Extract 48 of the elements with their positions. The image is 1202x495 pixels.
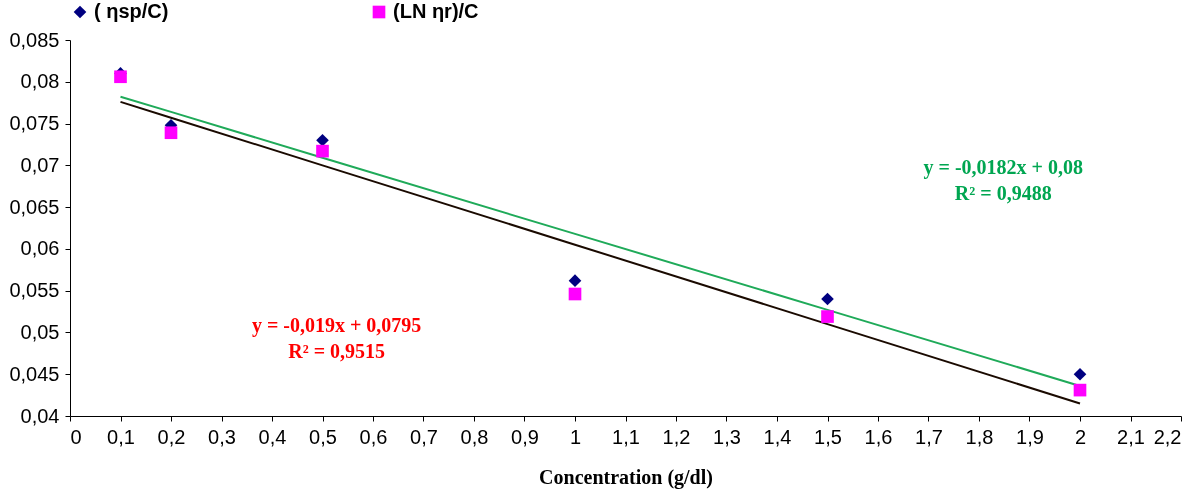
- x-tick-label: 0,7: [410, 425, 438, 448]
- x-axis-title: Concentration (g/dl): [539, 465, 713, 489]
- x-tick-label: 1,7: [915, 425, 943, 448]
- annotation: y = -0,0182x + 0,08 R² = 0,9488: [923, 155, 1083, 204]
- x-tick-label: 1,4: [763, 425, 792, 448]
- x-tick-label: 0,5: [309, 425, 337, 448]
- legend-label: (LN ηr)/C: [393, 0, 479, 22]
- y-tick-label: 0,065: [9, 195, 60, 218]
- x-tick-label: 2: [1074, 425, 1087, 448]
- y-tick-label: 0,06: [20, 237, 60, 260]
- x-tick-label: 1,8: [965, 425, 994, 448]
- y-tick-label: 0,04: [20, 404, 60, 427]
- legend-label: ( ηsp/C): [94, 0, 169, 22]
- point: [1073, 383, 1087, 397]
- annotation: y = -0,019x + 0,0795 R² = 0,9515: [251, 313, 422, 362]
- point: [568, 287, 582, 301]
- point: [114, 70, 127, 84]
- x-tick-label: 1,1: [612, 425, 640, 448]
- x-tick-label: 1,3: [713, 425, 741, 448]
- y-tick-label: 0,085: [9, 28, 60, 51]
- point: [821, 310, 834, 323]
- point: [1073, 367, 1087, 381]
- x-tick-label: 0,1: [107, 425, 135, 448]
- y-tick-label: 0,08: [20, 70, 60, 93]
- point: [821, 292, 834, 306]
- x-tick-label: 1,5: [814, 425, 842, 448]
- x-tick-label: 2,1: [1117, 425, 1145, 448]
- x-tick-label: 0,2: [157, 425, 186, 448]
- point: [316, 133, 329, 147]
- x-tick-label: 0,4: [258, 425, 287, 448]
- point: [316, 144, 329, 158]
- point: [568, 274, 582, 287]
- x-tick-label: 1,9: [1016, 425, 1044, 448]
- x-tick-label: 0,9: [511, 425, 539, 448]
- x-tick-label: 0,6: [359, 425, 388, 448]
- x-tick-label: 2,2: [1153, 425, 1182, 448]
- y-tick-label: 0,045: [9, 362, 60, 385]
- x-tick-label: 0,8: [460, 425, 489, 448]
- x-tick-label: 1,6: [864, 425, 893, 448]
- x-tick-label: 1: [569, 425, 582, 448]
- y-tick-label: 0,05: [20, 320, 60, 343]
- y-tick-label: 0,07: [20, 153, 60, 176]
- y-tick-label: 0,075: [9, 112, 60, 135]
- point: [164, 126, 178, 140]
- x-tick-label: 1,2: [662, 425, 691, 448]
- x-tick-label: 0: [70, 425, 82, 448]
- y-tick-label: 0,055: [9, 279, 60, 302]
- x-tick-label: 0,3: [208, 425, 236, 448]
